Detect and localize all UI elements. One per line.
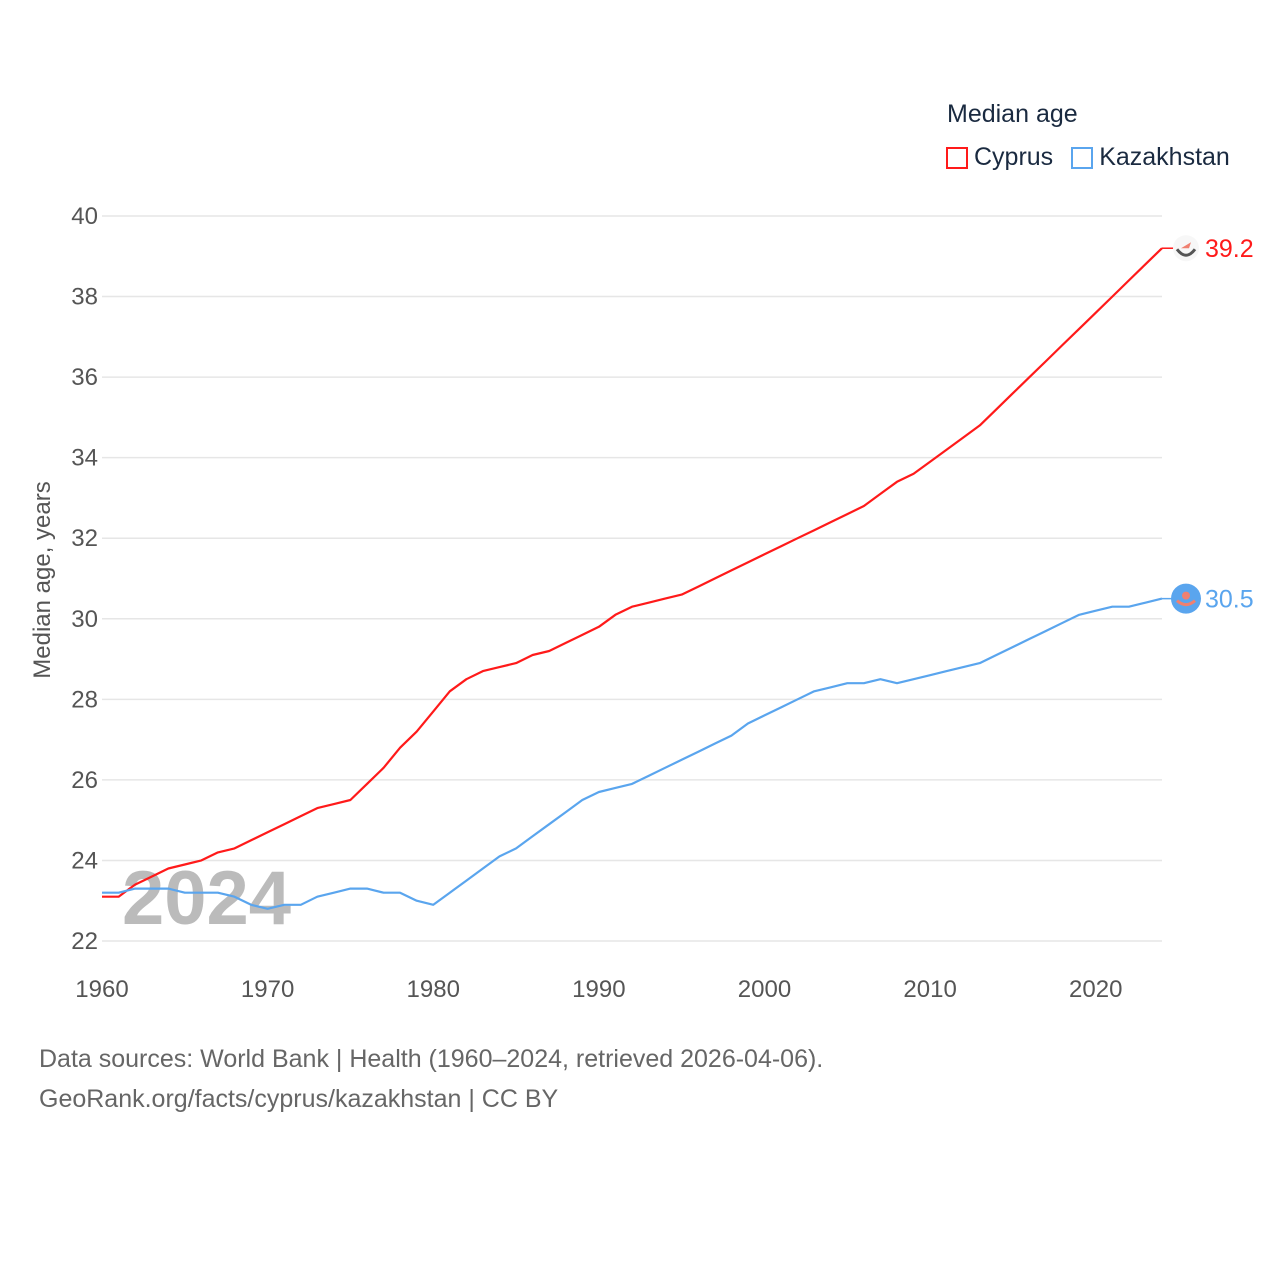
end-value-label-kazakhstan: 30.5 — [1205, 586, 1254, 614]
legend-item-kazakhstan[interactable]: Kazakhstan — [1071, 143, 1230, 172]
legend-label-cyprus: Cyprus — [974, 143, 1054, 171]
series-lines: 39.2 30.5 — [102, 235, 1254, 910]
x-tick-label: 1970 — [241, 976, 294, 1003]
series-line-cyprus[interactable] — [102, 247, 1163, 898]
y-tick-label: 38 — [71, 284, 98, 311]
y-tick-label: 36 — [71, 364, 98, 391]
gridlines — [102, 215, 1162, 942]
x-tick-label: 1980 — [407, 976, 460, 1003]
y-tick-label: 28 — [71, 686, 98, 713]
y-axis-label: Median age, years — [29, 481, 56, 678]
flag-wreath-icon — [1175, 248, 1197, 257]
axis-ticks: 22 24 26 28 30 32 34 36 38 40 1960 1970 1980 1990 2000… — [71, 203, 1122, 1003]
flag-island-icon — [1181, 242, 1191, 249]
legend-swatch-cyprus — [946, 146, 968, 169]
legend-swatch-kazakhstan — [1071, 146, 1094, 169]
flag-eagle-icon — [1176, 599, 1196, 607]
legend-title: Median age — [947, 100, 1078, 128]
y-tick-label: 22 — [71, 928, 98, 955]
source-link[interactable]: GeoRank.org/facts/cyprus/kazakhstan | CC… — [39, 1085, 559, 1113]
x-tick-label: 1990 — [572, 976, 625, 1003]
flag-sun-icon — [1182, 591, 1190, 600]
legend-label-kazakhstan: Kazakhstan — [1099, 143, 1230, 171]
y-tick-label: 26 — [71, 767, 98, 794]
series-line-kazakhstan[interactable] — [102, 597, 1163, 910]
y-tick-label: 32 — [71, 525, 98, 552]
y-tick-label: 40 — [71, 203, 98, 230]
y-tick-label: 34 — [71, 445, 98, 472]
end-value-label-cyprus: 39.2 — [1205, 235, 1254, 263]
y-tick-label: 30 — [71, 606, 98, 633]
year-watermark: 2024 — [122, 856, 291, 941]
y-tick-label: 24 — [71, 847, 98, 874]
legend: Cyprus Kazakhstan — [946, 143, 1230, 172]
legend-item-cyprus[interactable]: Cyprus — [946, 143, 1053, 172]
source-note: Data sources: World Bank | Health (1960–… — [39, 1045, 824, 1073]
x-tick-label: 1960 — [75, 976, 128, 1003]
x-tick-label: 2000 — [738, 976, 791, 1003]
x-tick-label: 2020 — [1069, 976, 1122, 1003]
x-tick-label: 2010 — [903, 976, 956, 1003]
